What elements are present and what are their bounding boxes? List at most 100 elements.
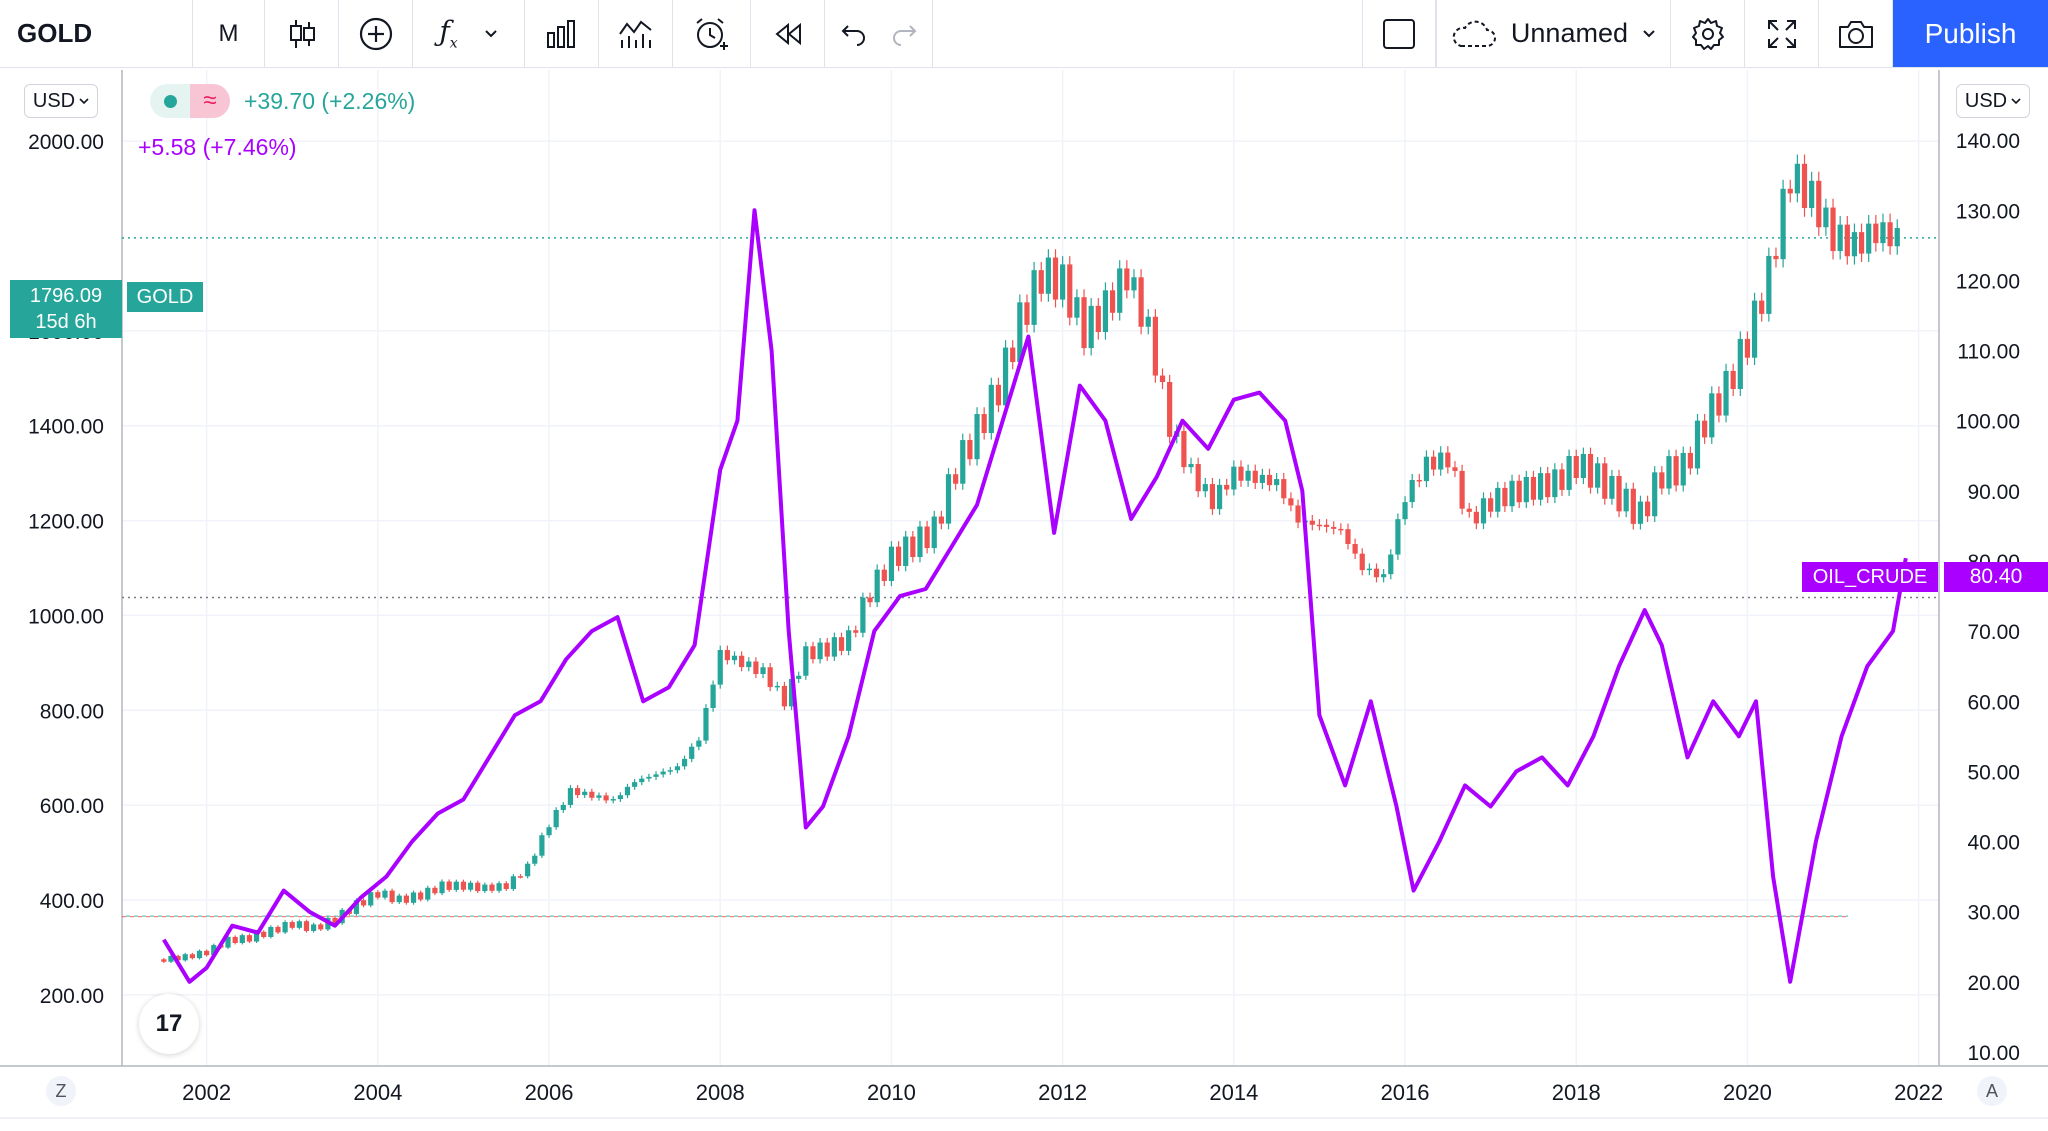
left-tick-label: 200.00	[40, 985, 104, 1008]
gold-candle	[867, 597, 873, 603]
legend-gold: ≈ +39.70 (+2.26%)	[150, 84, 415, 118]
gold-price-value: 1796.09	[29, 285, 103, 307]
gold-candle	[1081, 297, 1087, 349]
symbol-search-button[interactable]: GOLD	[0, 0, 193, 67]
gold-candle	[268, 926, 274, 937]
gold-candle	[439, 881, 445, 894]
redo-icon[interactable]	[890, 22, 918, 46]
gold-candle	[781, 685, 788, 707]
chart-grid	[122, 70, 1939, 1066]
right-currency-selector[interactable]: USD	[1956, 84, 2030, 118]
gold-symbol-tag: GOLD	[127, 282, 203, 312]
gold-candle	[696, 740, 702, 747]
timezone-button[interactable]: Z	[46, 1076, 76, 1106]
gold-candle	[838, 637, 845, 651]
alarm-icon[interactable]	[673, 0, 751, 67]
gold-candle	[1737, 338, 1743, 389]
gold-candle	[967, 440, 973, 460]
gold-candle	[1480, 498, 1487, 524]
gold-candle	[1024, 302, 1030, 325]
gold-candle	[496, 883, 502, 891]
gold-candle	[375, 892, 381, 898]
plus-circle-icon[interactable]	[339, 0, 413, 67]
interval-button[interactable]: M	[193, 0, 265, 67]
gold-candle	[995, 384, 1002, 406]
gold-candle	[560, 804, 566, 811]
right-currency-label: USD	[1964, 89, 2008, 112]
gold-candle	[246, 935, 253, 942]
gold-candle	[1388, 554, 1394, 575]
gold-candle	[610, 799, 616, 801]
gold-candle	[1067, 264, 1073, 318]
gold-candle	[425, 887, 431, 900]
layout-menu[interactable]: Unnamed	[1435, 0, 1671, 67]
gold-candle	[261, 931, 267, 937]
gold-candle	[1766, 255, 1772, 314]
time-tick-label: 2008	[696, 1080, 745, 1105]
gold-candle	[1288, 498, 1294, 506]
gold-candle	[1666, 456, 1672, 489]
chevron-down-icon	[79, 98, 89, 105]
time-tick-label: 2006	[525, 1080, 574, 1105]
left-currency-selector[interactable]: USD	[24, 84, 98, 118]
gold-candle	[574, 788, 581, 796]
gold-candle	[1052, 257, 1059, 300]
compare-icon: ≈	[190, 84, 230, 118]
gold-candle	[1095, 305, 1101, 333]
gold-candle	[282, 922, 288, 933]
gold-candle	[1644, 501, 1651, 517]
gold-candle	[510, 876, 516, 890]
replay-icon[interactable]	[751, 0, 825, 67]
gold-candle	[475, 882, 481, 892]
gold-candle	[767, 667, 773, 688]
gold-candle	[1523, 476, 1529, 503]
gold-candle	[960, 440, 966, 484]
gold-candle	[275, 926, 281, 933]
gold-candle	[674, 766, 681, 771]
indicators-button[interactable]: ƒx	[413, 0, 525, 67]
gold-candle	[382, 890, 388, 898]
gold-candle	[603, 795, 609, 801]
auto-scale-button[interactable]: A	[1977, 1076, 2007, 1106]
gold-candle	[945, 474, 952, 524]
gold-candle	[303, 921, 310, 931]
line-chart-icon[interactable]	[599, 0, 673, 67]
square-icon[interactable]	[1361, 0, 1436, 67]
gold-candle	[1602, 463, 1608, 499]
time-tick-label: 2014	[1209, 1080, 1258, 1105]
gold-candle	[717, 650, 723, 685]
candles-icon[interactable]	[265, 0, 339, 67]
gold-candle	[1687, 452, 1693, 469]
undo-icon[interactable]	[840, 22, 868, 46]
gold-candle	[446, 881, 452, 890]
time-tick-label: 2018	[1552, 1080, 1601, 1105]
camera-icon[interactable]	[1819, 0, 1893, 67]
gear-icon[interactable]	[1671, 0, 1745, 67]
compare-toggle[interactable]: ≈	[150, 84, 230, 118]
fullscreen-icon[interactable]	[1745, 0, 1819, 67]
gold-candle	[895, 546, 902, 566]
gold-candle	[596, 795, 602, 798]
tradingview-logo[interactable]: 17	[139, 994, 199, 1054]
right-tick-label: 120.00	[1956, 270, 2020, 293]
left-tick-label: 400.00	[40, 890, 104, 913]
gold-candle	[517, 876, 524, 878]
gold-candle	[1530, 476, 1537, 500]
bar-chart-icon[interactable]	[525, 0, 599, 67]
gold-candle	[1423, 456, 1430, 482]
gold-candle	[1887, 222, 1893, 247]
gold-candle	[1830, 207, 1836, 252]
gold-candle	[482, 884, 488, 892]
left-tick-label: 1200.00	[28, 511, 104, 534]
gold-candle	[1759, 300, 1765, 314]
publish-button[interactable]: Publish	[1893, 0, 2048, 67]
gold-candle	[1851, 232, 1858, 257]
gold-candle	[846, 630, 852, 651]
gold-candle	[1060, 264, 1066, 300]
gold-candle	[1416, 479, 1422, 482]
gold-candle	[681, 758, 688, 767]
gold-candle	[453, 881, 459, 890]
oil-change: +5.58 (+7.46%)	[138, 134, 297, 160]
gold-candle	[567, 788, 574, 805]
